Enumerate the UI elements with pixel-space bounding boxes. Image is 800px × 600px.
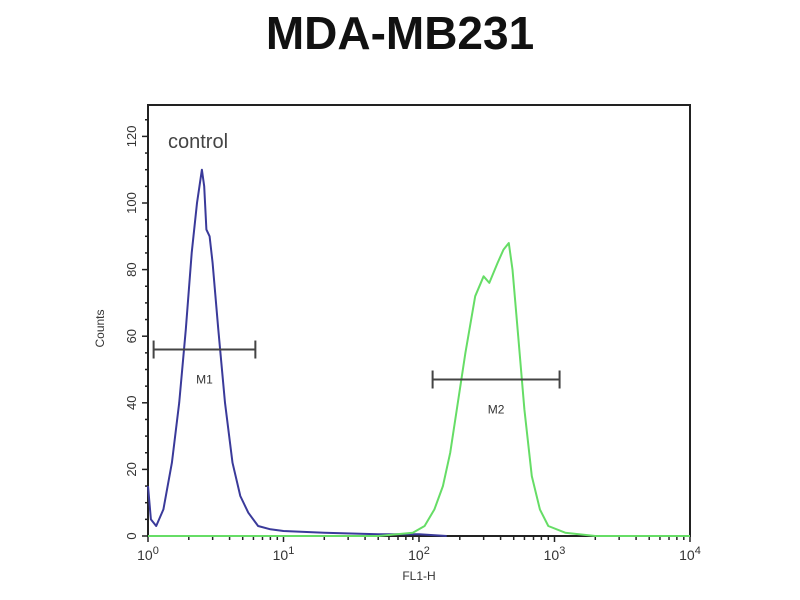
- y-tick-label: 100: [124, 192, 139, 214]
- y-tick-label: 60: [124, 329, 139, 343]
- series-line-1: [147, 168, 447, 537]
- gate-label: M1: [196, 373, 213, 387]
- x-tick-label: 103: [544, 545, 566, 563]
- x-tick-label: 104: [679, 545, 701, 563]
- y-tick-label: 0: [124, 532, 139, 539]
- y-tick-label: 20: [124, 462, 139, 476]
- series-line-2: [148, 242, 690, 537]
- gate-label: M2: [488, 402, 505, 416]
- annotation-control: control: [168, 131, 228, 153]
- gate-marker-m1: M1: [152, 340, 257, 387]
- x-axis-label: FL1-H: [402, 569, 435, 583]
- y-tick-label: 120: [124, 126, 139, 148]
- x-tick-label: 101: [273, 545, 295, 563]
- x-tick-label: 102: [408, 545, 430, 563]
- y-tick-label: 80: [124, 262, 139, 276]
- plot-frame: [147, 104, 691, 537]
- y-tick-label: 40: [124, 396, 139, 410]
- gate-marker-m2: M2: [431, 370, 561, 416]
- y-axis-label: Counts: [93, 309, 107, 347]
- x-tick-label: 100: [137, 545, 159, 563]
- chart-title: MDA-MB231: [265, 7, 535, 59]
